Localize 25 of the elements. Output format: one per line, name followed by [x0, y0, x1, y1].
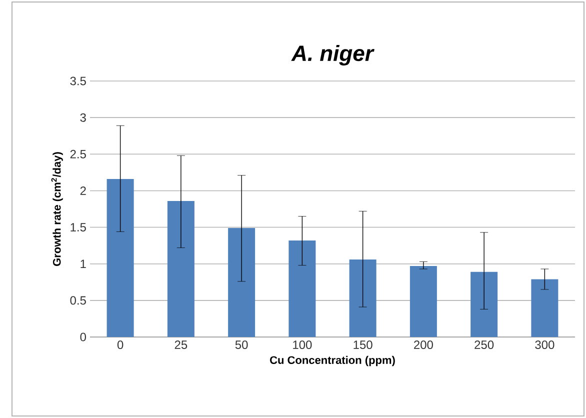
x-tick-label: 25	[174, 340, 188, 350]
y-tick-label: 3	[80, 113, 86, 122]
x-tick-label: 50	[235, 340, 248, 350]
bar	[410, 266, 437, 337]
x-tick-label: 200	[414, 340, 433, 350]
x-axis-title: Cu Concentration (ppm)	[270, 356, 395, 366]
y-tick-label: 0.5	[70, 296, 86, 305]
x-tick-label: 0	[117, 340, 124, 350]
y-tick-label: 1.5	[70, 223, 86, 232]
y-tick-label: 2	[80, 186, 86, 195]
x-tick-label: 150	[354, 340, 372, 350]
y-tick-label: 1	[80, 260, 86, 268]
y-axis-title: Growth rate (cm$^{2}$/day)	[51, 152, 63, 266]
bar	[167, 200, 194, 337]
bar	[288, 240, 316, 337]
bar	[228, 228, 256, 337]
bar	[531, 279, 558, 337]
x-tick-label: 250	[474, 340, 494, 350]
x-tick-label: 300	[535, 340, 554, 350]
y-tick-label: 2.5	[70, 150, 86, 158]
y-tick-label: 0	[80, 332, 86, 342]
bar	[106, 179, 134, 337]
x-tick-label: 100	[293, 340, 312, 350]
y-tick-label: 3.5	[70, 76, 86, 86]
chart-title: A. niger	[291, 44, 374, 66]
